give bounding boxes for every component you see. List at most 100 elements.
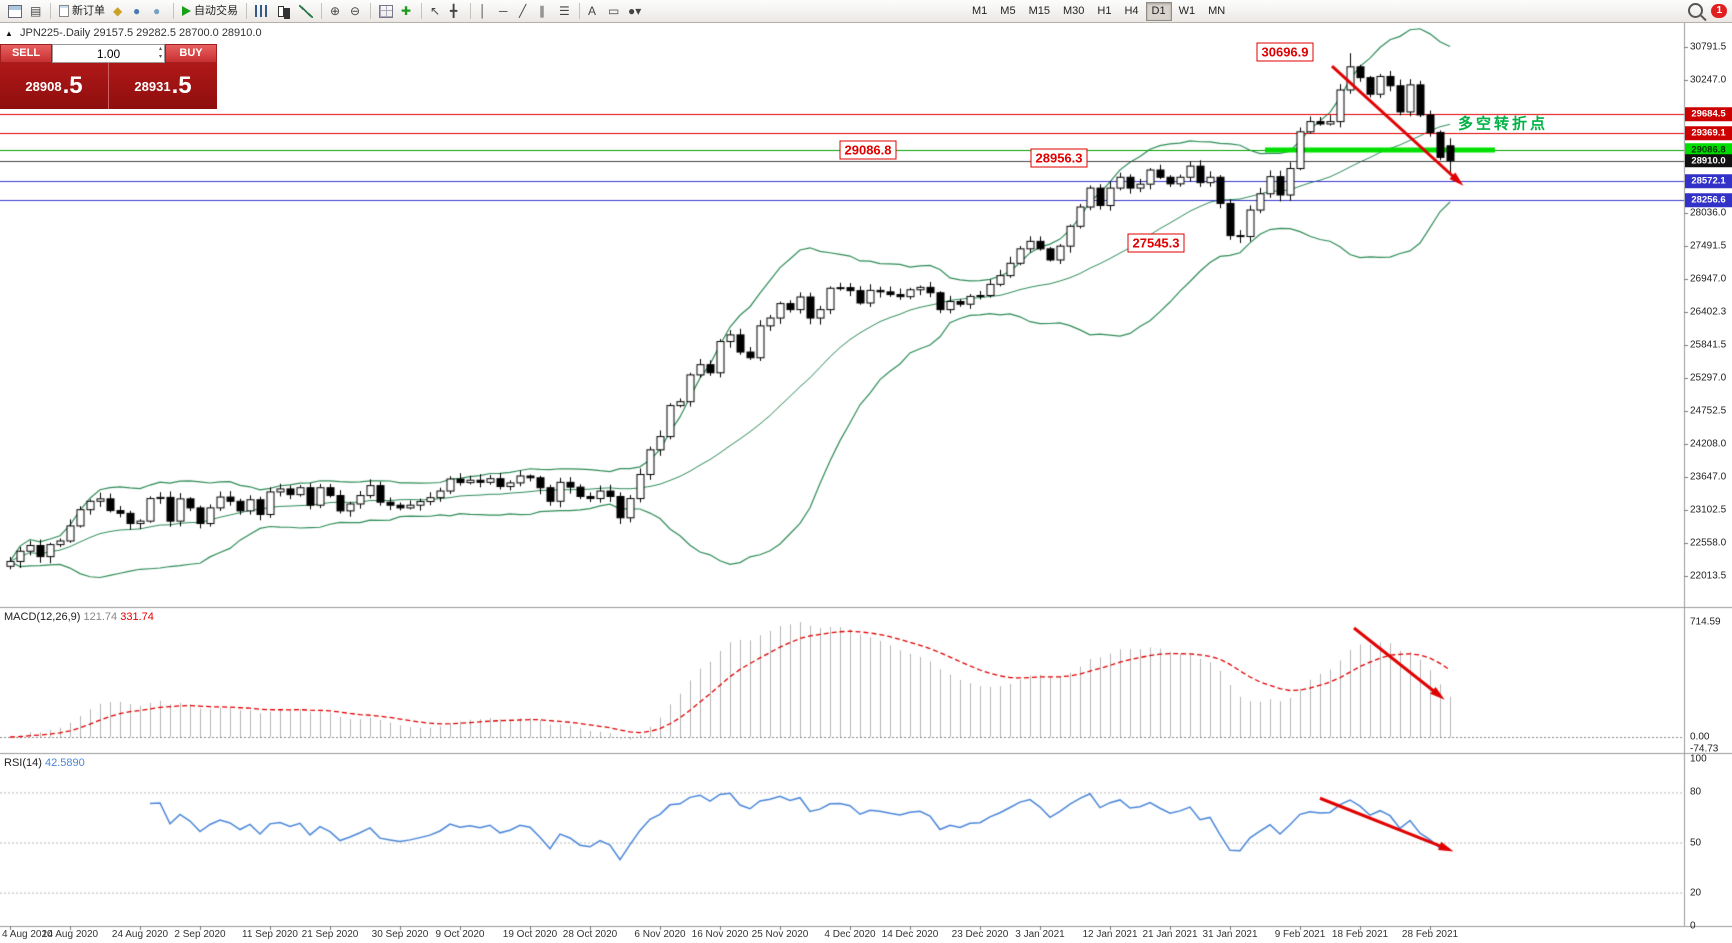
indicators-icon[interactable]: ✚ — [397, 2, 417, 21]
market-icon: ● — [133, 4, 141, 18]
crosshair-icon: ╋ — [450, 4, 458, 18]
timeframe-bar: M1 M5 M15 M30 H1 H4 D1 W1 MN — [966, 2, 1231, 21]
volume-spinner[interactable]: ▴ ▾ — [159, 45, 162, 61]
cursor-icon: ↖ — [430, 4, 441, 18]
chart-profiles-icon: ▤ — [30, 4, 42, 18]
price-annotation[interactable]: 27545.3 — [1127, 233, 1185, 253]
buy-price-int: 28931 — [134, 78, 171, 94]
auto-trading-button-label: 自动交易 — [194, 4, 238, 17]
rsi-label: RSI(14) 42.5890 — [4, 757, 85, 769]
one-click-collapse-icon[interactable]: ▲ — [5, 29, 13, 38]
fibonacci-icon: ☰ — [559, 4, 570, 18]
new-chart-icon — [8, 4, 22, 18]
cursor-icon[interactable]: ↖ — [426, 2, 446, 21]
timeframe-m15[interactable]: M15 — [1023, 2, 1056, 21]
macd-value-main: 121.74 — [83, 611, 118, 623]
indicators-icon: ✚ — [401, 4, 412, 18]
symbol-ohlc: 29157.5 29282.5 28700.0 28910.0 — [93, 27, 262, 39]
new-order-button[interactable]: 新订单 — [55, 2, 109, 21]
trendline-icon: ╱ — [519, 4, 527, 18]
arrows-dropdown-icon[interactable]: ●▾ — [624, 2, 645, 21]
timeframe-m1[interactable]: M1 — [966, 2, 993, 21]
price-annotation[interactable]: 29086.8 — [839, 140, 897, 160]
bar-chart-icon[interactable] — [251, 2, 273, 21]
timeframe-w1[interactable]: W1 — [1173, 2, 1202, 21]
timeframe-mn[interactable]: MN — [1202, 2, 1231, 21]
toolbar: ▤ 新订单 ◆ ● ● 自动交易 ⊕ ⊖ ✚ ↖ ╋ │ ─ ╱ ∥ ☰ A ▭ ●▾ M1 M5 M15 M30 H1 H4… — [0, 0, 1732, 23]
toolbar-icon-groups: ▤ 新订单 ◆ ● ● 自动交易 ⊕ ⊖ ✚ ↖ ╋ │ ─ ╱ ∥ ☰ A ▭ ●▾ — [4, 2, 645, 21]
horizontal-line-icon: ─ — [499, 4, 508, 18]
text-label-icon[interactable]: ▭ — [604, 2, 624, 21]
toolbar-divider — [421, 3, 422, 19]
zoom-out-icon: ⊖ — [350, 4, 361, 18]
text-icon: A — [588, 4, 597, 18]
rsi-name: RSI(14) — [4, 757, 42, 769]
rsi-value: 42.5890 — [44, 757, 85, 769]
signals-icon: ● — [153, 4, 161, 18]
new-order-icon — [59, 5, 69, 17]
order-panel-header: SELL 1.00 ▴ ▾ BUY — [0, 44, 217, 63]
crosshair-icon[interactable]: ╋ — [446, 2, 466, 21]
vertical-line-icon[interactable]: │ — [475, 2, 495, 21]
zoom-in-icon: ⊕ — [330, 4, 341, 18]
new-chart-icon[interactable] — [4, 2, 26, 21]
metaeditor-icon[interactable]: ◆ — [109, 2, 129, 21]
equidistant-channel-icon: ∥ — [539, 4, 545, 18]
buy-price-frac: .5 — [171, 72, 192, 99]
timeframe-m5[interactable]: M5 — [994, 2, 1021, 21]
toolbar-right-group: 1 — [1688, 3, 1727, 18]
timeframe-h1[interactable]: H1 — [1091, 2, 1117, 21]
trendline-icon[interactable]: ╱ — [515, 2, 535, 21]
toolbar-divider — [470, 3, 471, 19]
equidistant-channel-icon[interactable]: ∥ — [535, 2, 555, 21]
toolbar-divider — [173, 3, 174, 19]
macd-value-signal: 331.74 — [120, 611, 154, 623]
sell-price[interactable]: 28908 .5 — [0, 63, 109, 109]
zoom-out-icon[interactable]: ⊖ — [346, 2, 366, 21]
zoom-in-icon[interactable]: ⊕ — [326, 2, 346, 21]
candlestick-chart-icon[interactable] — [273, 2, 295, 21]
volume-value[interactable]: 1.00 — [96, 46, 121, 61]
vertical-line-icon: │ — [479, 4, 487, 18]
symbol-info: ▲ JPN225-.Daily 29157.5 29282.5 28700.0 … — [5, 27, 262, 39]
timeframe-d1[interactable]: D1 — [1145, 2, 1172, 21]
spinner-down-icon[interactable]: ▾ — [158, 54, 162, 60]
line-chart-icon — [299, 4, 313, 18]
text-label-icon: ▭ — [608, 4, 620, 18]
macd-name: MACD(12,26,9) — [4, 611, 81, 623]
notification-badge[interactable]: 1 — [1711, 3, 1727, 18]
toolbar-divider — [321, 3, 322, 19]
spinner-up-icon[interactable]: ▴ — [158, 46, 162, 52]
signals-icon[interactable]: ● — [149, 2, 169, 21]
metaeditor-icon: ◆ — [113, 4, 123, 18]
new-order-button-label: 新订单 — [72, 4, 105, 17]
timeframe-m30[interactable]: M30 — [1057, 2, 1090, 21]
line-chart-icon[interactable] — [295, 2, 317, 21]
auto-trading-icon — [182, 6, 191, 16]
search-icon[interactable] — [1688, 3, 1704, 18]
fibonacci-icon[interactable]: ☰ — [555, 2, 575, 21]
volume-input[interactable]: 1.00 ▴ ▾ — [52, 44, 165, 63]
sell-button[interactable]: SELL — [0, 44, 52, 63]
one-click-trading-panel: SELL 1.00 ▴ ▾ BUY 28908 .5 28931 .5 — [0, 44, 217, 109]
chart-profiles-icon[interactable]: ▤ — [26, 2, 46, 21]
timeframe-h4[interactable]: H4 — [1118, 2, 1144, 21]
arrows-dropdown-icon: ●▾ — [628, 4, 642, 18]
bar-chart-icon — [255, 5, 269, 17]
horizontal-line-icon[interactable]: ─ — [495, 2, 515, 21]
tile-windows-icon — [379, 4, 393, 18]
tile-windows-icon[interactable] — [375, 2, 397, 21]
buy-price[interactable]: 28931 .5 — [109, 63, 217, 109]
toolbar-divider — [246, 3, 247, 19]
toolbar-divider — [579, 3, 580, 19]
text-icon[interactable]: A — [584, 2, 604, 21]
candlestick-chart-icon — [277, 5, 291, 19]
turning-point-text[interactable]: 多空转折点 — [1458, 115, 1549, 133]
toolbar-divider — [370, 3, 371, 19]
price-annotation[interactable]: 28956.3 — [1030, 148, 1088, 168]
market-icon[interactable]: ● — [129, 2, 149, 21]
price-annotation[interactable]: 30696.9 — [1256, 42, 1314, 62]
auto-trading-button[interactable]: 自动交易 — [178, 2, 242, 21]
toolbar-divider — [50, 3, 51, 19]
buy-button[interactable]: BUY — [165, 44, 217, 63]
